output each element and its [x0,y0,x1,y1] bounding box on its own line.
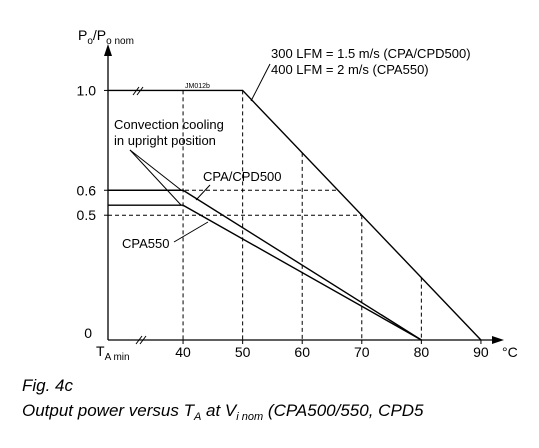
leader [129,149,182,191]
leader [173,221,209,243]
x-min-label: TA min [96,343,130,363]
break [135,335,143,345]
y-label-part: P [78,27,87,43]
x-min-part: A min [105,352,130,363]
y-tick-label: 0.6 [77,182,97,198]
x-unit: °C [502,344,518,360]
caption-part: at V [201,401,238,420]
y-label-part: /P [93,27,106,43]
caption-part: i nom [236,411,263,423]
x-tick-label: 50 [235,344,251,360]
x-min-part: T [96,343,105,359]
y-label-part: o [87,36,93,47]
annotation: Convection cooling [114,117,224,132]
annotation: in upright position [114,133,216,148]
y-tick-label: 0.5 [77,207,97,223]
series-line [108,89,482,341]
leader [250,63,271,102]
caption-fig: Fig. 4c [22,376,74,395]
annotation: 400 LFM = 2 m/s (CPA550) [271,62,429,77]
x-arrow [492,336,504,344]
y-tick-label: 0 [84,325,92,341]
series-line [108,189,422,341]
x-tick-label: 90 [473,344,489,360]
series-label: CPA550 [122,236,169,251]
y-label-part: o nom [106,36,134,47]
y-arrow [104,44,112,56]
leader [129,149,182,206]
caption-part: (CPA500/550, CPD5 [263,401,424,420]
leader [195,184,211,201]
break [139,335,147,345]
x-tick-label: 70 [354,344,370,360]
caption: Output power versus TA at Vi nom (CPA500… [22,401,424,423]
y-tick-label: 1.0 [77,82,97,98]
annotation: 300 LFM = 1.5 m/s (CPA/CPD500) [271,46,471,61]
series-line [108,204,422,341]
x-tick-label: 80 [414,344,430,360]
y-axis-label: Po/Po nom [78,27,134,47]
annotation: JM012b [185,83,210,90]
x-tick-label: 60 [294,344,310,360]
caption-part: Output power versus T [22,401,196,420]
caption-part: A [193,411,201,423]
x-tick-label: 40 [175,344,191,360]
